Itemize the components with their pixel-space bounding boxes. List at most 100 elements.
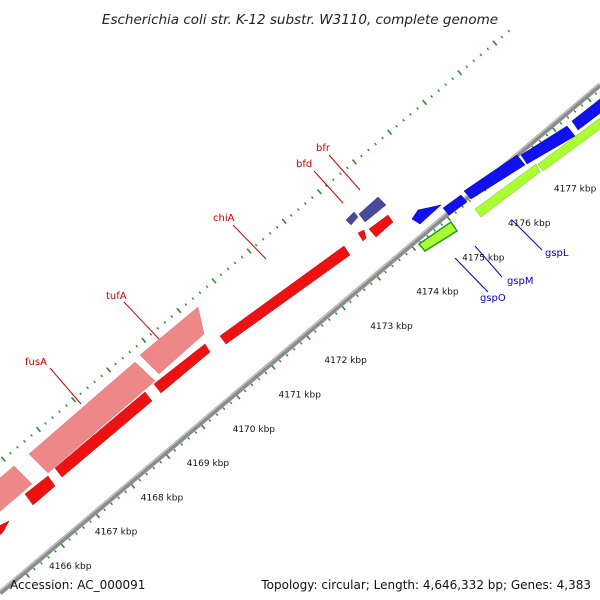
- gene-reverse-1[interactable]: [411, 204, 442, 225]
- gene-fusA-inner[interactable]: [54, 391, 153, 478]
- gene-chiA[interactable]: [219, 245, 351, 345]
- tick-lower: [82, 526, 85, 530]
- gene-gspL-2[interactable]: [537, 117, 600, 172]
- kbp-label: 4166 kbp: [49, 562, 92, 572]
- gene-gspO[interactable]: [417, 220, 459, 252]
- tick-lower: [391, 264, 394, 268]
- gene-gspL[interactable]: [474, 163, 541, 218]
- tick-upper: [71, 396, 77, 403]
- tick-lower: [320, 324, 324, 327]
- tick-upper: [226, 267, 230, 271]
- tick-lower: [250, 383, 254, 387]
- gene-reverse-2[interactable]: [442, 194, 468, 216]
- tick-upper: [268, 231, 272, 235]
- label-gspO[interactable]: gspO: [480, 293, 506, 304]
- gene-bfr-inner[interactable]: [368, 214, 394, 238]
- tick-upper: [156, 326, 160, 330]
- tick-upper: [254, 243, 258, 247]
- label-chiA[interactable]: chiA: [213, 213, 235, 224]
- label-gspM[interactable]: gspM: [507, 276, 534, 287]
- leader-gspO: [454, 257, 489, 293]
- gene-bfd[interactable]: [357, 229, 367, 242]
- tick-upper: [93, 380, 96, 384]
- tick-upper: [58, 410, 61, 414]
- gene-fusA[interactable]: [28, 361, 156, 474]
- tick-lower: [173, 448, 177, 452]
- tick-lower: [573, 110, 577, 113]
- tick-upper: [205, 285, 209, 289]
- tick-upper: [9, 451, 12, 455]
- tick-upper: [281, 218, 287, 225]
- tick-lower: [398, 258, 401, 262]
- tick-upper: [135, 344, 139, 348]
- leader-bfd: [313, 170, 344, 204]
- gene-tufA-inner[interactable]: [153, 343, 211, 394]
- tick-lower: [545, 133, 549, 137]
- gene-reverse-3[interactable]: [463, 154, 526, 200]
- kbp-label: 4171 kbp: [279, 391, 322, 401]
- tick-lower: [152, 466, 156, 470]
- tick-lower: [278, 359, 282, 363]
- tick-upper: [211, 278, 217, 284]
- gene-tufA[interactable]: [139, 306, 205, 375]
- kbp-label: 4170 kbp: [233, 425, 276, 435]
- tick-lower: [405, 252, 408, 256]
- gene-bfd-outer[interactable]: [345, 211, 359, 226]
- tick-upper: [261, 237, 265, 241]
- tick-lower: [559, 121, 563, 125]
- gene-bfr[interactable]: [358, 196, 387, 223]
- gene-small-forward[interactable]: [0, 520, 10, 544]
- tick-upper: [163, 321, 167, 324]
- tick-upper: [0, 456, 6, 462]
- tick-upper: [430, 95, 434, 98]
- tick-lower: [461, 205, 465, 208]
- tick-lower: [89, 520, 92, 524]
- tick-upper: [472, 59, 476, 63]
- leader-fusA: [49, 367, 82, 405]
- tick-lower: [159, 460, 163, 464]
- tick-upper: [198, 291, 202, 295]
- tick-upper: [114, 362, 118, 366]
- leader-gspL: [511, 219, 543, 251]
- tick-upper: [479, 53, 483, 57]
- leader-tufA: [123, 301, 160, 340]
- tick-lower: [68, 538, 71, 541]
- tick-lower: [327, 318, 331, 321]
- tick-lower: [208, 419, 212, 422]
- accession-text: Accession: AC_000091: [10, 578, 146, 592]
- tick-lower: [33, 567, 36, 571]
- tick-upper: [444, 83, 448, 87]
- gene-reverse-4[interactable]: [520, 125, 576, 165]
- tick-lower: [54, 549, 57, 553]
- tick-lower: [229, 401, 233, 405]
- kbp-label: 4172 kbp: [324, 356, 367, 366]
- label-tufA[interactable]: tufA: [106, 291, 127, 302]
- gene-fusA[interactable]: [0, 465, 33, 520]
- tick-upper: [492, 40, 498, 46]
- tick-upper: [437, 89, 441, 92]
- kbp-label: 4167 kbp: [95, 528, 138, 538]
- tick-upper: [402, 118, 405, 122]
- tick-upper: [106, 367, 112, 373]
- tick-upper: [360, 154, 363, 158]
- kbp-label: 4177 kbp: [554, 185, 597, 195]
- tick-upper: [346, 166, 349, 170]
- tick-lower: [292, 347, 296, 351]
- tick-lower: [313, 330, 317, 333]
- gene-forward-1[interactable]: [24, 475, 56, 506]
- tick-upper: [416, 107, 419, 110]
- tick-upper: [465, 65, 469, 69]
- label-fusA[interactable]: fusA: [25, 357, 47, 368]
- tick-upper: [500, 35, 504, 39]
- map-title: Escherichia coli str. K-12 substr. W3110…: [102, 12, 498, 28]
- tick-upper: [486, 47, 490, 51]
- kbp-label: 4175 kbp: [462, 253, 505, 263]
- label-bfr[interactable]: bfr: [316, 143, 331, 154]
- kbp-label: 4174 kbp: [416, 288, 459, 298]
- label-bfd[interactable]: bfd: [296, 159, 312, 170]
- gene-reverse-5[interactable]: [571, 98, 600, 131]
- label-gspL[interactable]: gspL: [545, 248, 569, 259]
- tick-lower: [356, 294, 359, 298]
- tick-rows: [0, 29, 598, 578]
- tick-upper: [275, 225, 279, 229]
